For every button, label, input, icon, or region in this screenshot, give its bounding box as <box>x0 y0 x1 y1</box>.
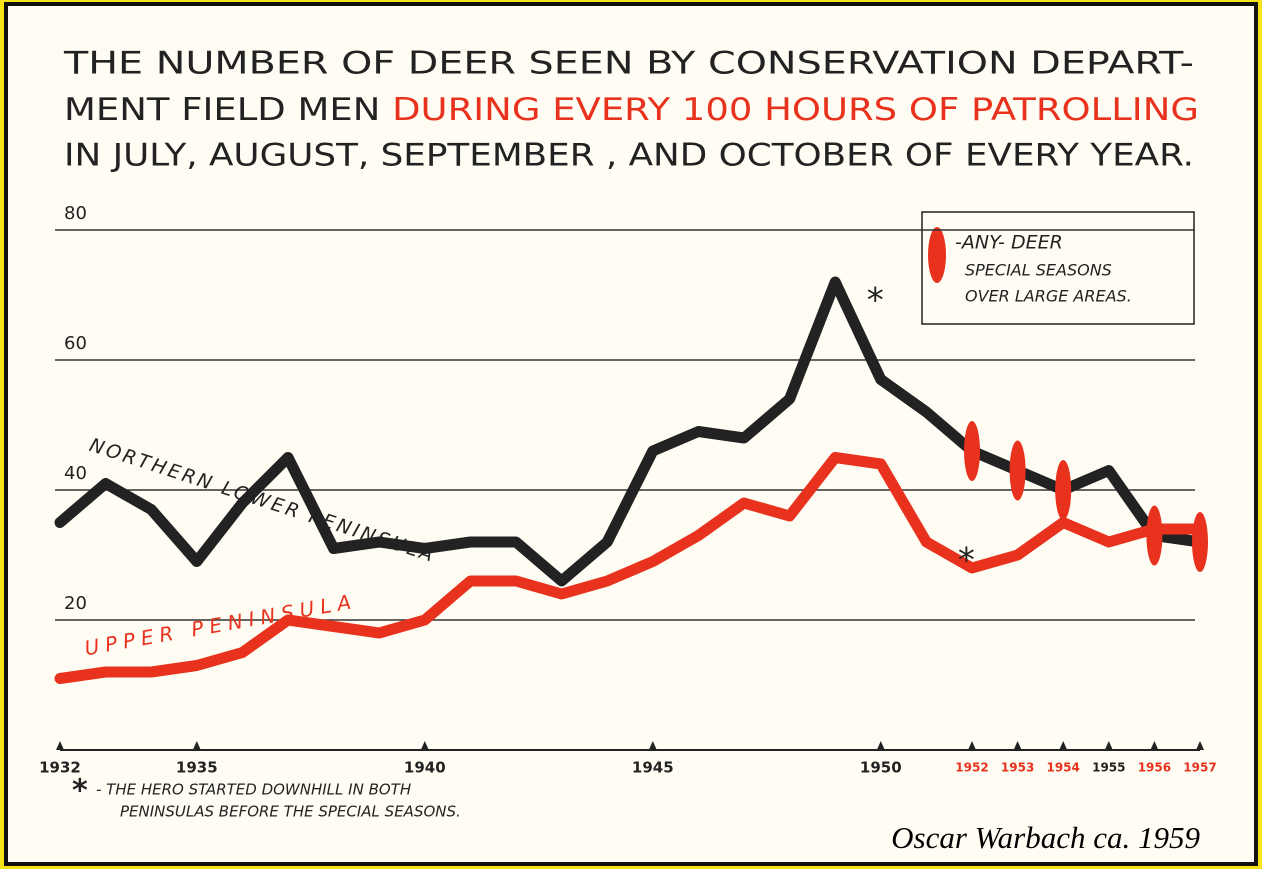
special-season <box>1146 506 1162 566</box>
footnote-symbol: * <box>72 774 88 809</box>
footnote-text: - THE HERO STARTED DOWNHILL IN BOTH <box>96 781 411 799</box>
x-tick-label: 1940 <box>404 759 446 777</box>
x-tick-label: 1954 <box>1046 761 1079 775</box>
title-highlight: DURING EVERY 100 HOURS OF PATROLLING <box>392 92 1199 128</box>
x-tick-label: 1950 <box>860 759 902 777</box>
x-tick-label: 1945 <box>632 759 674 777</box>
x-tick-label: 1935 <box>176 759 218 777</box>
chart: THE NUMBER OF DEER SEEN BY CONSERVATION … <box>0 0 1262 869</box>
title: THE NUMBER OF DEER SEEN BY CONSERVATION … <box>63 46 1199 174</box>
legend-text: SPECIAL SEASONS <box>965 261 1112 280</box>
credit: Oscar Warbach ca. 1959 <box>891 820 1200 855</box>
annotation-asterisk: * <box>867 281 884 321</box>
x-tick-label: 1957 <box>1183 761 1216 775</box>
legend: -ANY- DEER SPECIAL SEASONS OVER LARGE AR… <box>922 212 1194 324</box>
legend-text: -ANY- DEER <box>955 232 1063 254</box>
legend-swatch <box>928 227 946 283</box>
y-tick-label: 80 <box>64 203 87 224</box>
y-tick-label: 40 <box>64 463 87 484</box>
special-season <box>1055 460 1071 520</box>
footnote-text: PENINSULAS BEFORE THE SPECIAL SEASONS. <box>120 803 461 821</box>
title-line: IN JULY, AUGUST, SEPTEMBER , AND OCTOBER… <box>64 138 1194 174</box>
frame <box>6 4 1256 864</box>
title-part: MENT FIELD MEN <box>64 92 380 128</box>
footnote: * - THE HERO STARTED DOWNHILL IN BOTH PE… <box>72 774 461 821</box>
title-line: THE NUMBER OF DEER SEEN BY CONSERVATION … <box>63 46 1194 82</box>
y-tick-label: 20 <box>64 593 87 614</box>
special-season <box>1010 441 1026 501</box>
title-line: MENT FIELD MEN DURING EVERY 100 HOURS OF… <box>64 92 1199 128</box>
x-tick-label: 1956 <box>1138 761 1171 775</box>
legend-text: OVER LARGE AREAS. <box>965 287 1132 306</box>
y-tick-label: 60 <box>64 333 87 354</box>
annotation-asterisk: * <box>958 541 975 581</box>
x-tick-label: 1955 <box>1092 761 1125 775</box>
x-tick-label: 1952 <box>955 761 988 775</box>
special-season <box>1192 512 1208 572</box>
special-season <box>964 421 980 481</box>
x-tick-label: 1932 <box>39 759 81 777</box>
x-tick-label: 1953 <box>1001 761 1034 775</box>
